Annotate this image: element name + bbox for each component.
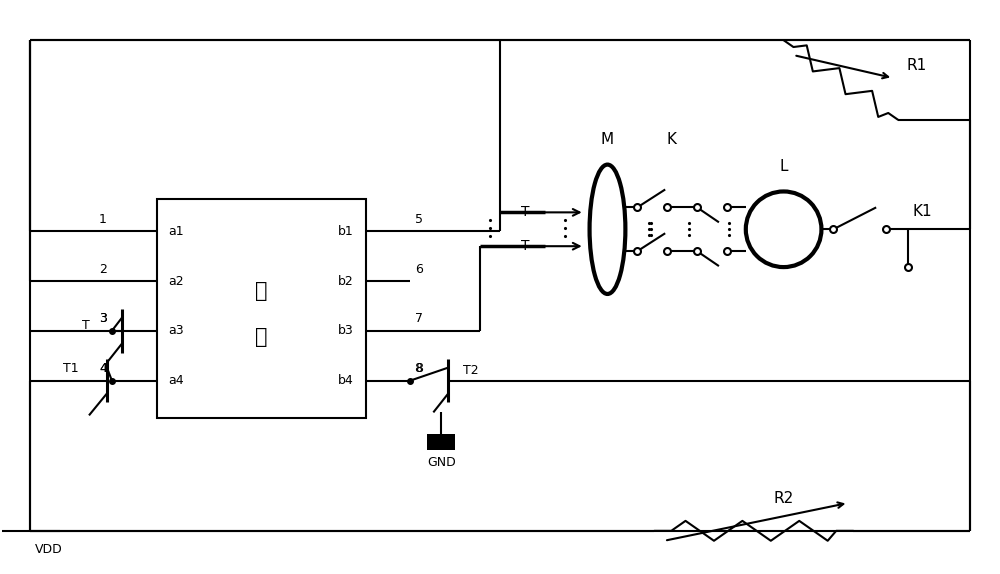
Text: 片: 片 (255, 327, 267, 347)
Text: T2: T2 (463, 364, 479, 377)
Text: 4: 4 (99, 362, 107, 375)
Bar (157, 199, 366, 418)
Ellipse shape (590, 165, 625, 294)
Text: a3: a3 (169, 324, 184, 338)
Text: b1: b1 (338, 225, 354, 238)
Text: 芯: 芯 (255, 281, 267, 301)
Text: 6: 6 (415, 262, 423, 276)
Text: M: M (601, 131, 614, 147)
Text: a2: a2 (169, 274, 184, 288)
Text: b4: b4 (338, 374, 354, 387)
Bar (427, 435, 455, 450)
Text: T: T (82, 319, 90, 332)
Text: T: T (521, 239, 530, 253)
Text: 1: 1 (99, 213, 107, 226)
Text: VDD: VDD (35, 543, 63, 556)
Text: R2: R2 (774, 491, 794, 506)
Text: b3: b3 (338, 324, 354, 338)
Text: 3: 3 (99, 312, 107, 325)
Text: L: L (779, 158, 788, 173)
Text: a4: a4 (169, 374, 184, 387)
Text: 7: 7 (415, 312, 423, 325)
Text: 5: 5 (415, 213, 423, 226)
Text: b2: b2 (338, 274, 354, 288)
Text: R1: R1 (906, 57, 926, 72)
Text: K1: K1 (913, 204, 933, 219)
Text: T: T (521, 205, 530, 219)
Text: GND: GND (427, 456, 456, 469)
Text: 3: 3 (99, 312, 107, 325)
Text: 4: 4 (99, 362, 107, 375)
Text: 8: 8 (415, 362, 423, 375)
Text: a1: a1 (169, 225, 184, 238)
Text: 2: 2 (99, 262, 107, 276)
Text: 8: 8 (414, 362, 422, 375)
Circle shape (746, 192, 821, 267)
Text: T1: T1 (63, 362, 79, 375)
Text: K: K (666, 131, 676, 147)
